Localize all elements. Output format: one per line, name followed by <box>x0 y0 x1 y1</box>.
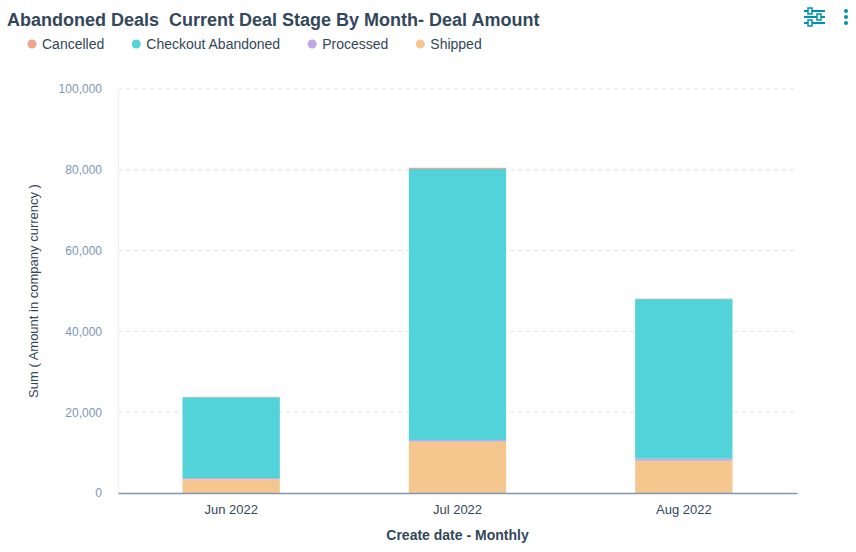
y-axis-line <box>118 90 119 494</box>
y-tick: 80,000 <box>65 163 118 177</box>
bar-segment[interactable] <box>635 298 732 299</box>
x-axis-title: Create date - Monthly <box>386 527 529 543</box>
title: Abandoned Deals Current Deal Stage By Mo… <box>7 10 539 30</box>
legend-swatch[interactable] <box>308 40 317 49</box>
y-tick-label: 0 <box>95 486 102 500</box>
y-tick-label: 100,000 <box>59 82 103 96</box>
bars <box>183 168 733 493</box>
legend: Cancelled Checkout Abandoned Processed Ship… <box>28 36 482 52</box>
y-tick: 100,000 <box>59 82 118 96</box>
y-tick-label: 20,000 <box>65 406 102 420</box>
menu-icon-dot[interactable] <box>844 9 848 13</box>
menu-icon-dot[interactable] <box>844 15 848 19</box>
legend-label[interactable]: Processed <box>322 36 388 52</box>
y-tick: 20,000 <box>65 406 118 420</box>
legend-swatch[interactable] <box>416 40 425 49</box>
legend-swatch[interactable] <box>132 40 141 49</box>
x-tick-label: Jul 2022 <box>433 502 482 517</box>
y-tick-label: 80,000 <box>65 163 102 177</box>
bar-segment[interactable] <box>409 168 506 169</box>
bar-segment[interactable] <box>409 442 506 493</box>
bar-segment[interactable] <box>183 396 280 397</box>
y-axis-title: Sum ( Amount in company currency ) <box>26 184 41 398</box>
legend-label[interactable]: Checkout Abandoned <box>146 36 280 52</box>
x-tick-label: Aug 2022 <box>656 502 712 517</box>
bar-segment[interactable] <box>409 440 506 442</box>
chart: Abandoned Deals Current Deal Stage By Mo… <box>0 0 856 552</box>
legend-item[interactable]: Checkout Abandoned <box>132 36 280 52</box>
legend-label[interactable]: Cancelled <box>42 36 104 52</box>
y-tick: 60,000 <box>65 244 118 258</box>
x-axis-line <box>119 493 798 495</box>
filter-icon-line[interactable] <box>804 10 825 12</box>
filter-icon-line[interactable] <box>804 16 825 18</box>
x-axis: Jun 2022 Jul 2022 Aug 2022 <box>119 493 798 517</box>
x-tick: Aug 2022 <box>656 493 712 517</box>
bar-segment[interactable] <box>409 169 506 440</box>
filter-icon-knob[interactable] <box>808 20 812 26</box>
y-tick: 40,000 <box>65 325 118 339</box>
filter-icon-knob[interactable] <box>808 8 812 14</box>
legend-item[interactable]: Shipped <box>416 36 482 52</box>
y-tick-label: 40,000 <box>65 325 102 339</box>
bar-segment[interactable] <box>635 461 732 493</box>
x-tick: Jun 2022 <box>204 493 258 517</box>
legend-item[interactable]: Cancelled <box>28 36 105 52</box>
x-tick-label: Jun 2022 <box>204 502 258 517</box>
bar-segment[interactable] <box>183 479 280 493</box>
legend-swatch[interactable] <box>28 40 37 49</box>
bar-segment[interactable] <box>635 459 732 461</box>
filter-icon-line[interactable] <box>804 22 825 24</box>
menu-icon-dot[interactable] <box>844 21 848 25</box>
y-tick-label: 60,000 <box>65 244 102 258</box>
x-tick: Jul 2022 <box>433 493 482 517</box>
grid-line <box>118 89 797 90</box>
legend-item[interactable]: Processed <box>308 36 389 52</box>
filter-icon-knob[interactable] <box>817 14 821 20</box>
bar-segment[interactable] <box>183 478 280 479</box>
toolbar[interactable] <box>804 8 848 26</box>
bar-segment[interactable] <box>183 397 280 478</box>
legend-label[interactable]: Shipped <box>430 36 481 52</box>
bar-segment[interactable] <box>635 299 732 459</box>
y-axis: 0 20,000 40,000 60,000 80,000 100,000 <box>59 82 119 500</box>
y-tick: 0 <box>95 486 118 500</box>
